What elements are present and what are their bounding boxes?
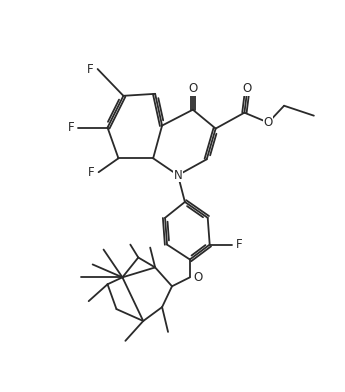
Text: O: O [188,82,197,95]
Text: O: O [243,82,252,95]
Text: O: O [264,116,273,129]
Text: F: F [88,166,95,179]
Text: F: F [87,63,94,76]
Text: F: F [68,121,74,134]
Text: F: F [236,238,243,251]
Text: O: O [193,271,203,284]
Text: N: N [174,169,182,181]
